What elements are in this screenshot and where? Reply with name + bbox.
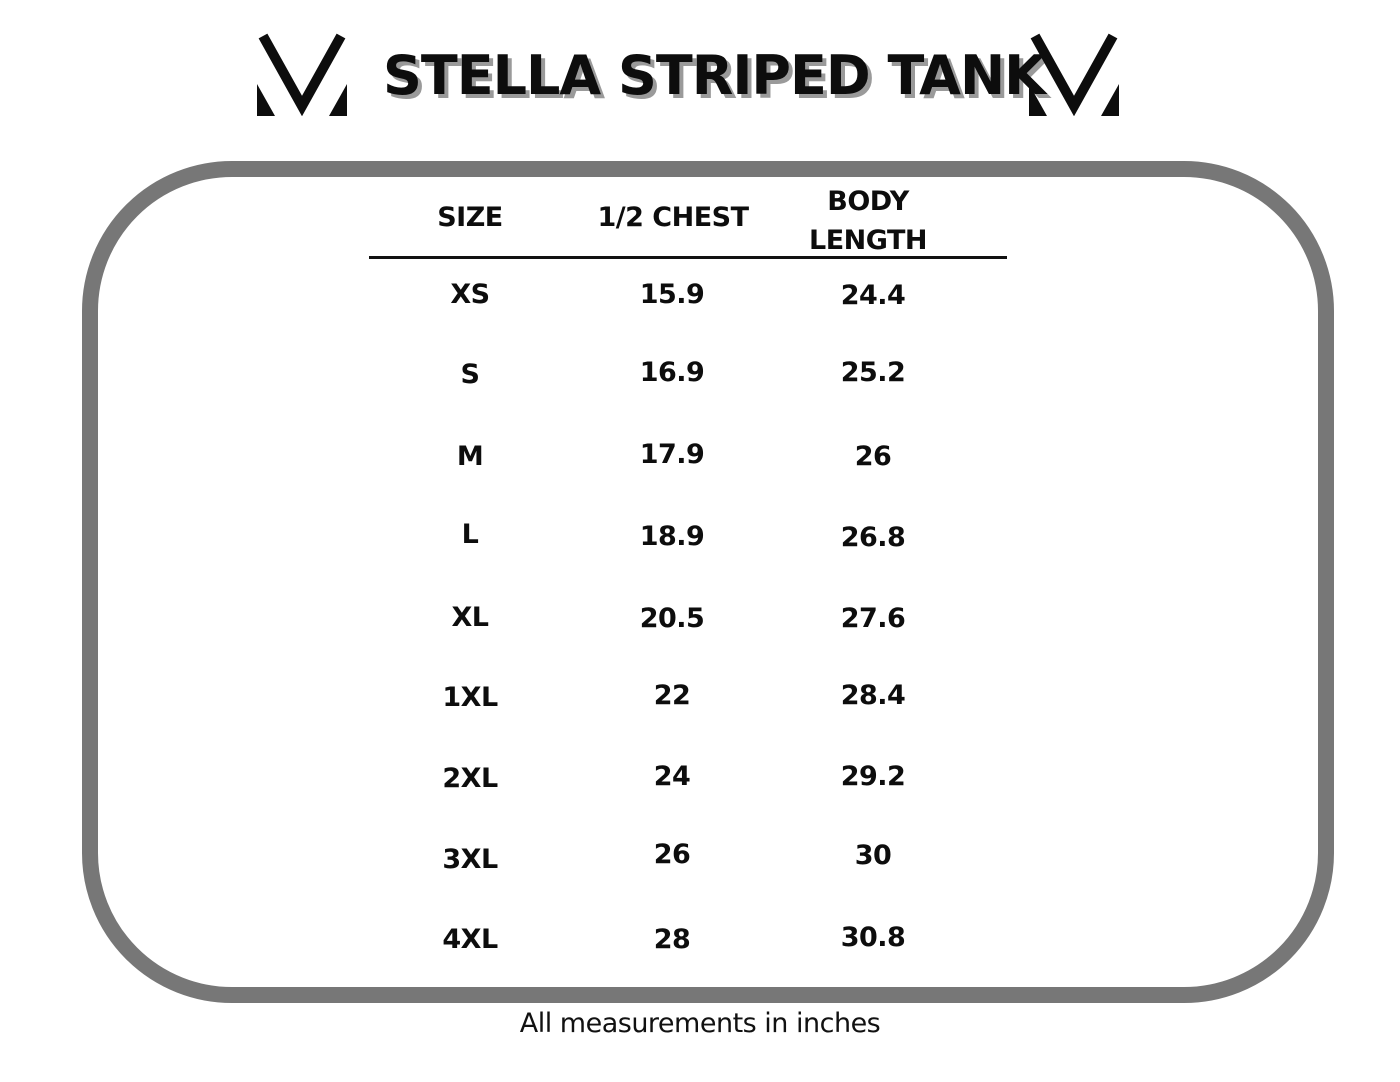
column-header-chest: 1/2 CHEST xyxy=(597,202,749,233)
chest-cell: 26 xyxy=(653,839,691,870)
length-cell: 30.8 xyxy=(840,922,906,953)
chest-cell: 15.9 xyxy=(639,279,705,310)
column-header-body-length-line2: LENGTH xyxy=(809,225,927,256)
size-cell: M xyxy=(456,441,484,472)
chest-cell: 22 xyxy=(653,680,691,711)
chest-cell: 28 xyxy=(653,924,691,955)
size-cell: 3XL xyxy=(442,844,498,875)
page-title: STELLA STRIPED TANK xyxy=(383,44,1046,107)
size-chart-frame xyxy=(82,161,1334,1003)
chest-cell: 24 xyxy=(653,761,691,792)
length-cell: 28.4 xyxy=(840,680,906,711)
length-cell: 29.2 xyxy=(840,761,906,792)
length-cell: 27.6 xyxy=(840,603,906,634)
chest-cell: 20.5 xyxy=(639,603,705,634)
size-cell: 2XL xyxy=(442,763,498,794)
size-cell: S xyxy=(460,359,480,390)
size-cell: XS xyxy=(450,279,490,310)
size-cell: 1XL xyxy=(442,682,498,713)
length-cell: 24.4 xyxy=(840,280,906,311)
chest-cell: 18.9 xyxy=(639,521,705,552)
size-cell: XL xyxy=(451,602,489,633)
column-header-body-length: BODY LENGTH xyxy=(793,182,943,260)
length-cell: 26.8 xyxy=(840,522,906,553)
size-cell: L xyxy=(461,519,479,550)
column-header-body-length-line1: BODY xyxy=(827,186,909,217)
size-cell: 4XL xyxy=(442,924,498,955)
length-cell: 26 xyxy=(854,441,892,472)
length-cell: 30 xyxy=(854,840,892,871)
column-header-size: SIZE xyxy=(437,202,503,233)
v-chevron-logo-icon xyxy=(257,33,347,116)
chest-cell: 17.9 xyxy=(639,439,705,470)
v-chevron-logo-icon xyxy=(1029,33,1119,116)
measurement-note: All measurements in inches xyxy=(519,1008,881,1039)
header-divider xyxy=(369,256,1007,259)
chest-cell: 16.9 xyxy=(639,357,705,388)
length-cell: 25.2 xyxy=(840,357,906,388)
